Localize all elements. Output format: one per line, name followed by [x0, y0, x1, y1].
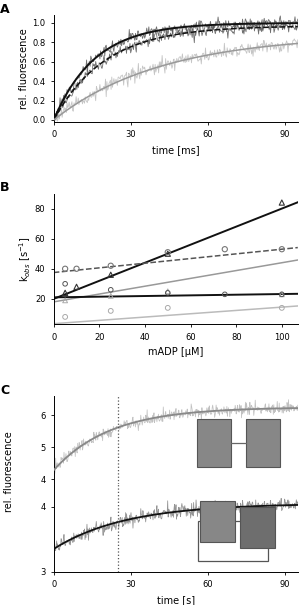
- Point: [108, 261, 113, 270]
- Text: B: B: [0, 181, 10, 194]
- Point: [108, 306, 113, 316]
- Point: [63, 264, 68, 273]
- Y-axis label: rel. fluorescence: rel. fluorescence: [19, 28, 29, 109]
- Point: [222, 244, 227, 254]
- Point: [165, 287, 170, 296]
- Point: [279, 290, 284, 299]
- Point: [165, 247, 170, 257]
- Point: [108, 285, 113, 295]
- Point: [108, 291, 113, 301]
- Point: [165, 288, 170, 298]
- Point: [279, 244, 284, 254]
- Point: [63, 279, 68, 289]
- Point: [63, 312, 68, 322]
- X-axis label: mADP [μM]: mADP [μM]: [148, 347, 204, 358]
- Point: [279, 303, 284, 313]
- Y-axis label: k$_{obs}$ [s$^{-1}$]: k$_{obs}$ [s$^{-1}$]: [18, 236, 33, 282]
- Point: [279, 290, 284, 299]
- Point: [74, 264, 79, 273]
- Point: [63, 288, 68, 298]
- Text: rel. fluorescence: rel. fluorescence: [4, 431, 14, 512]
- X-axis label: time [s]: time [s]: [157, 595, 195, 604]
- Point: [74, 282, 79, 292]
- Point: [165, 249, 170, 258]
- Point: [108, 270, 113, 280]
- Point: [63, 295, 68, 305]
- Text: A: A: [0, 3, 10, 16]
- X-axis label: time [ms]: time [ms]: [152, 145, 200, 155]
- Point: [222, 290, 227, 299]
- Point: [165, 303, 170, 313]
- Point: [279, 198, 284, 208]
- Text: C: C: [0, 384, 9, 397]
